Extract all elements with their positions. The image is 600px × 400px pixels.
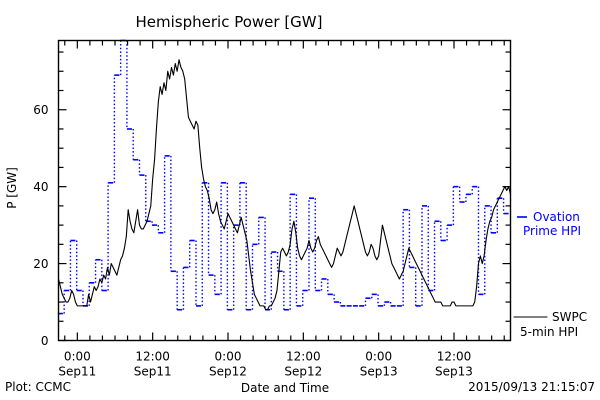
data-series-layer — [57, 39, 512, 315]
x-tick-date: Sep12 — [209, 365, 247, 379]
chart-title: Hemispheric Power [GW] — [136, 13, 323, 31]
plot-frame — [57, 39, 512, 342]
x-tick-date: Sep13 — [360, 365, 398, 379]
series-0 — [57, 39, 509, 315]
y-tick-label: 0 — [41, 334, 49, 348]
x-tick-time: 0:00 — [64, 350, 91, 364]
y-tick-label: 20 — [33, 257, 48, 271]
y-axis-ticks: 0 20 40 60 — [33, 51, 511, 348]
x-axis-ticks: 0:00Sep1112:00Sep110:00Sep1212:00Sep120:… — [58, 40, 505, 379]
legend-black-label-line1: SWPC — [552, 310, 587, 324]
legend-blue-label-line2: Prime HPI — [523, 224, 581, 238]
legend-swpc: SWPC 5-min HPI — [513, 310, 587, 339]
x-tick-time: 0:00 — [365, 350, 392, 364]
y-axis-label: P [GW] — [5, 167, 19, 209]
x-tick-date: Sep13 — [435, 365, 473, 379]
x-tick-time: 12:00 — [437, 350, 472, 364]
data-line — [57, 59, 512, 311]
y-tick-label: 60 — [33, 103, 48, 117]
footer-timestamp: 2015/09/13 21:15:07 — [468, 380, 595, 394]
x-tick-date: Sep12 — [284, 365, 322, 379]
legend-blue-label-line1: Ovation — [533, 210, 580, 224]
legend-black-label-line2: 5-min HPI — [520, 325, 578, 339]
x-axis-label: Date and Time — [241, 381, 329, 395]
x-tick-date: Sep11 — [58, 365, 96, 379]
footer-plot-credit: Plot: CCMC — [5, 380, 71, 394]
x-tick-time: 0:00 — [215, 350, 242, 364]
y-tick-label: 40 — [33, 180, 48, 194]
x-tick-date: Sep11 — [134, 365, 172, 379]
legend-ovation-prime: Ovation Prime HPI — [517, 210, 581, 238]
x-tick-time: 12:00 — [135, 350, 170, 364]
x-tick-time: 12:00 — [286, 350, 321, 364]
series-1 — [57, 59, 512, 311]
